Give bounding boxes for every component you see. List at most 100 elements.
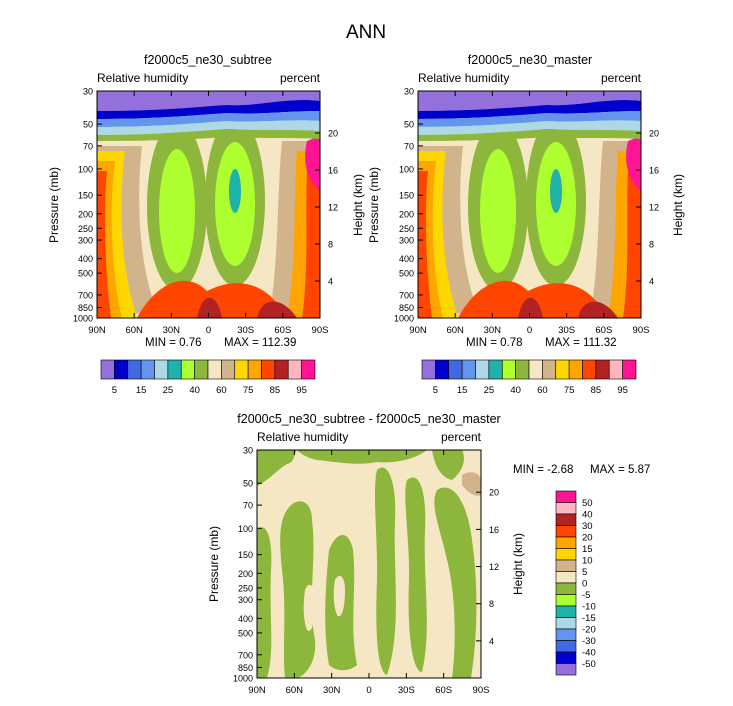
colorbar-label: 60 bbox=[537, 385, 548, 396]
colorbar: 5 15 25 40 60 75 85 95 bbox=[100, 359, 316, 396]
colorbar-label: 15 bbox=[457, 385, 468, 396]
contour-lower-red-2 bbox=[97, 171, 111, 318]
colorbar-label: -50 bbox=[582, 659, 596, 670]
x-tick-label: 60N bbox=[286, 685, 304, 696]
panel-title: f2000c5_ne30_subtree bbox=[144, 53, 272, 67]
colorbar-label: 50 bbox=[582, 498, 593, 509]
min-label: MIN = 0.76 bbox=[145, 337, 202, 349]
colorbar-swatch bbox=[622, 359, 637, 380]
colorbar-swatch bbox=[274, 359, 289, 380]
min-label: MIN = 0.78 bbox=[466, 337, 523, 349]
height-tick-label: 12 bbox=[489, 562, 499, 572]
units-label: percent bbox=[441, 430, 482, 444]
height-tick-label: 4 bbox=[649, 277, 654, 287]
contour-strato-violet bbox=[418, 91, 641, 111]
max-label: MAX = 5.87 bbox=[590, 464, 650, 476]
y-tick-label: 250 bbox=[399, 224, 414, 234]
y-tick-label: 100 bbox=[78, 164, 93, 174]
y-tick-label: 150 bbox=[78, 191, 93, 201]
x-tick-label: 30S bbox=[237, 325, 254, 336]
contour-strato-lightblue bbox=[97, 111, 320, 127]
y-tick-label: 50 bbox=[243, 479, 253, 489]
y-tick-label: 70 bbox=[243, 501, 253, 511]
y-tick-label: 50 bbox=[83, 120, 93, 130]
colorbar-swatch bbox=[221, 359, 236, 380]
height-tick-label: 16 bbox=[649, 166, 659, 176]
height-tick-label: 16 bbox=[328, 166, 338, 176]
colorbar-swatch bbox=[555, 559, 577, 572]
colorbar-label: -20 bbox=[582, 625, 596, 636]
y-tick-label: 250 bbox=[238, 583, 253, 593]
height-tick-label: 4 bbox=[489, 636, 494, 646]
contour-nh-dry-inner bbox=[159, 149, 195, 273]
variable-label: Relative humidity bbox=[97, 71, 188, 85]
y-tick-label: 300 bbox=[238, 595, 253, 605]
colorbar-swatch bbox=[555, 640, 577, 653]
y-tick-label: 100 bbox=[399, 164, 414, 174]
colorbar-swatch bbox=[515, 359, 530, 380]
max-label: MAX = 111.32 bbox=[545, 337, 617, 349]
y-tick-label: 700 bbox=[399, 290, 414, 300]
contour-strato-violet bbox=[97, 91, 320, 111]
y-tick-label: 100 bbox=[238, 524, 253, 534]
diff-upper-left bbox=[257, 450, 297, 486]
x-tick-label: 30N bbox=[323, 685, 341, 696]
colorbar-swatch bbox=[501, 359, 516, 380]
y-tick-label: 850 bbox=[399, 303, 414, 313]
y-axis-right-label: Height (km) bbox=[671, 174, 685, 236]
y-tick-label: 700 bbox=[238, 650, 253, 660]
colorbar-swatch bbox=[528, 359, 543, 380]
contour-strato-lightblue bbox=[418, 111, 641, 127]
colorbar: 5 15 25 40 60 75 85 95 bbox=[421, 359, 637, 396]
colorbar-label: 60 bbox=[216, 385, 227, 396]
colorbar-label: 10 bbox=[582, 556, 593, 567]
y-tick-label: 30 bbox=[243, 446, 253, 456]
contour-sh-dry-core bbox=[550, 169, 562, 213]
x-tick-label: 30N bbox=[163, 325, 181, 336]
height-tick-label: 12 bbox=[328, 203, 338, 213]
rh-field bbox=[97, 91, 320, 318]
height-tick-label: 20 bbox=[328, 129, 338, 139]
colorbar-swatch bbox=[154, 359, 169, 380]
diff-upper-right bbox=[432, 450, 464, 480]
height-tick-label: 12 bbox=[649, 203, 659, 213]
colorbar-swatch bbox=[595, 359, 610, 380]
x-tick-label: 30S bbox=[398, 685, 415, 696]
colorbar-swatch bbox=[475, 359, 490, 380]
panel-difference: f2000c5_ne30_subtree - f2000c5_ne30_mast… bbox=[207, 412, 650, 696]
colorbar-label: 40 bbox=[189, 385, 200, 396]
y-axis-label: Pressure (mb) bbox=[207, 526, 221, 602]
contour-surface-sh bbox=[257, 301, 297, 318]
colorbar-swatch bbox=[488, 359, 503, 380]
y-tick-label: 200 bbox=[78, 209, 93, 219]
colorbar-swatch bbox=[555, 582, 577, 595]
contour-south-pink bbox=[626, 136, 641, 191]
y-tick-label: 850 bbox=[78, 303, 93, 313]
contour-strato-green bbox=[97, 129, 320, 141]
colorbar-swatch bbox=[194, 359, 209, 380]
colorbar-label: 5 bbox=[582, 567, 587, 578]
y-tick-label: 700 bbox=[78, 290, 93, 300]
colorbar-swatch bbox=[555, 359, 570, 380]
y-tick-label: 300 bbox=[78, 236, 93, 246]
colorbar-label: -30 bbox=[582, 636, 596, 647]
colorbar-swatch bbox=[555, 525, 577, 538]
colorbar-label: 75 bbox=[243, 385, 254, 396]
variable-label: Relative humidity bbox=[257, 430, 348, 444]
y-tick-label: 400 bbox=[399, 254, 414, 264]
height-tick-label: 4 bbox=[328, 277, 333, 287]
colorbar-swatch bbox=[568, 359, 583, 380]
colorbar-label: 15 bbox=[582, 544, 593, 555]
x-tick-label: 90N bbox=[88, 325, 106, 336]
colorbar-label: -10 bbox=[582, 602, 596, 613]
colorbar-label: 95 bbox=[617, 385, 628, 396]
units-label: percent bbox=[280, 71, 321, 85]
min-label: MIN = -2.68 bbox=[513, 464, 573, 476]
x-tick-label: 0 bbox=[206, 325, 211, 336]
y-axis-label: Pressure (mb) bbox=[367, 167, 381, 243]
panel-subtree: f2000c5_ne30_subtree Relative humidity p… bbox=[47, 53, 365, 396]
axes: 90N 60N 30N 0 30S 60S 90S 30 50 70 100 150 200 250 300… bbox=[394, 87, 659, 337]
diff-tropic-center bbox=[374, 467, 396, 675]
colorbar-swatch bbox=[421, 359, 436, 380]
diff-upper-center bbox=[297, 450, 427, 464]
